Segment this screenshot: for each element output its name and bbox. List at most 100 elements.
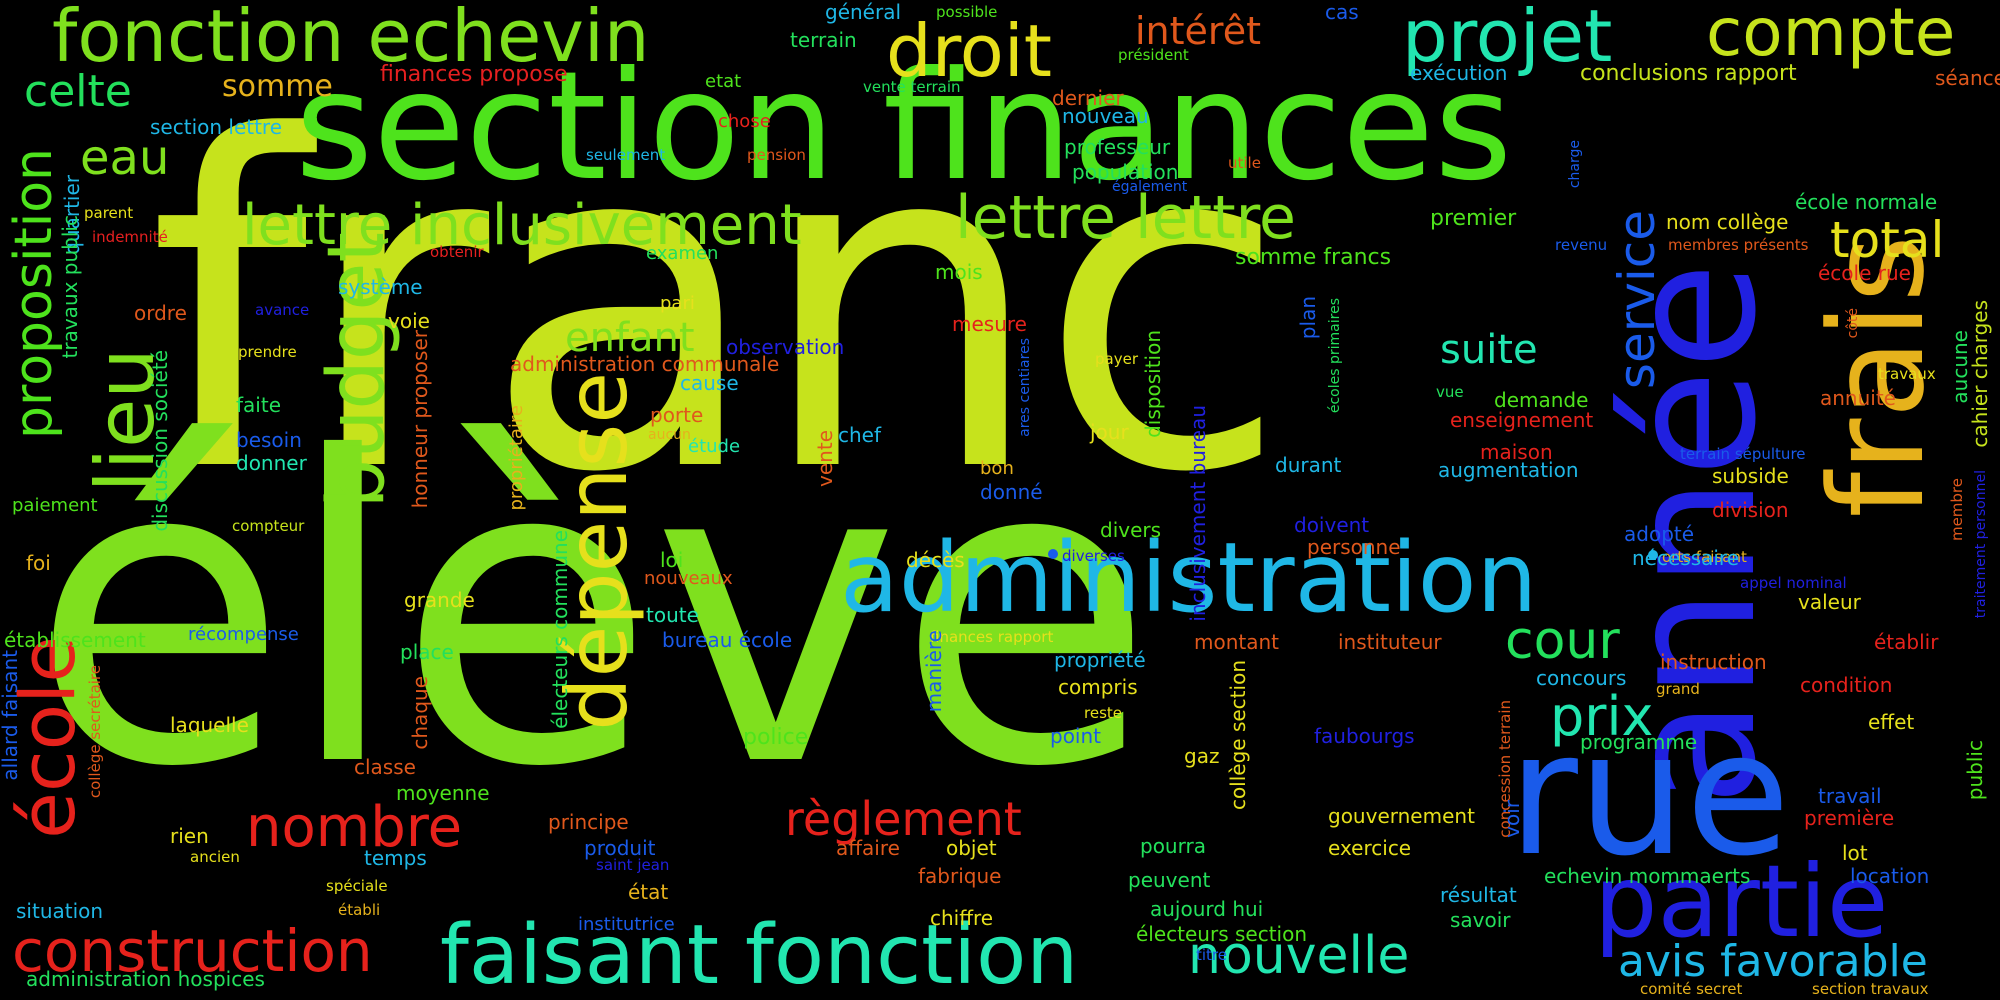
- word: administration: [840, 522, 1538, 634]
- word: institutrice: [578, 914, 675, 935]
- word: paiement: [12, 495, 98, 516]
- word: bureau école: [662, 628, 793, 652]
- word: porte: [650, 403, 704, 427]
- word: rien: [170, 824, 209, 848]
- word: voie: [388, 309, 430, 333]
- word: travail: [1818, 784, 1882, 808]
- word: pourra: [1140, 834, 1206, 858]
- word: avis favorable: [1618, 936, 1928, 987]
- word: nombre: [246, 795, 463, 860]
- word: professeur: [1064, 135, 1171, 159]
- word: étude: [688, 436, 741, 457]
- word: reste: [1084, 704, 1122, 722]
- word: côté: [1845, 308, 1861, 339]
- word: aucune: [1948, 330, 1972, 404]
- word: section finances: [295, 40, 1513, 214]
- word: aujourd hui: [1150, 897, 1264, 921]
- word: partie: [1594, 843, 1889, 960]
- word: section lettre: [150, 115, 283, 139]
- word: fabrique: [918, 864, 1002, 888]
- word: cause: [680, 371, 739, 395]
- word: franc: [148, 43, 1289, 572]
- word: fonction echevin: [52, 0, 650, 78]
- word: faubourgs: [1314, 724, 1415, 748]
- word: doivent: [1294, 513, 1370, 537]
- word: faisant fonction: [440, 908, 1079, 1000]
- word: aucun: [648, 427, 691, 443]
- word: spéciale: [326, 877, 388, 895]
- word: lettre lettre: [955, 183, 1296, 253]
- word: adopté: [1624, 522, 1695, 546]
- word: loi: [660, 548, 684, 572]
- word: seulement: [586, 146, 666, 164]
- word: bon: [980, 458, 1014, 479]
- word: compris: [1058, 675, 1138, 699]
- word: vente: [813, 430, 837, 487]
- word: echevin mommaerts: [1544, 864, 1751, 888]
- word: somme: [222, 69, 333, 104]
- word: école normale: [1795, 190, 1938, 214]
- word: orts faisant: [1662, 548, 1747, 566]
- word: cas: [1325, 0, 1359, 24]
- word: savoir: [1450, 908, 1511, 932]
- word: demande: [1494, 388, 1589, 412]
- word: place: [400, 640, 454, 664]
- word: grand: [1656, 680, 1700, 698]
- word: nouvelle: [1188, 926, 1410, 986]
- word: état: [628, 880, 669, 904]
- word: faite: [236, 393, 281, 417]
- word: appel nominal: [1740, 574, 1847, 592]
- word: gaz: [1184, 744, 1220, 768]
- dot-marker: [1648, 550, 1658, 560]
- word: pari: [660, 293, 695, 314]
- word: enseignement: [1450, 408, 1594, 432]
- word: etat: [705, 71, 742, 92]
- word: durant: [1275, 453, 1342, 477]
- word: allard faisant: [0, 650, 22, 781]
- word: lot: [1842, 841, 1868, 865]
- word: administration hospices: [26, 967, 265, 991]
- word: membres présents: [1668, 236, 1809, 254]
- word: élève: [30, 370, 1154, 859]
- word: augmentation: [1438, 458, 1579, 482]
- word: total: [1830, 211, 1945, 269]
- word: toute: [646, 603, 699, 627]
- word: suite: [1440, 327, 1538, 373]
- word: service: [1608, 210, 1666, 390]
- word: disposition: [1141, 330, 1165, 438]
- word: classe: [354, 755, 416, 779]
- word: établi: [338, 901, 381, 919]
- word: nom collège: [1666, 210, 1789, 234]
- word: moyenne: [396, 781, 490, 805]
- word: utile: [1228, 154, 1261, 172]
- word: instruction: [1660, 650, 1767, 674]
- word: parent: [84, 204, 134, 222]
- word: montant: [1194, 630, 1280, 654]
- word: chose: [718, 111, 771, 132]
- dot-marker: [1048, 549, 1058, 559]
- word: conclusions rapport: [1580, 61, 1797, 86]
- word: prix: [1550, 685, 1654, 748]
- word: collège secrétaire: [86, 665, 104, 799]
- word: police: [743, 725, 809, 750]
- word: programme: [1580, 730, 1698, 754]
- word: plan: [1296, 296, 1320, 340]
- word: charge: [1567, 140, 1583, 189]
- word: lettre inclusivement: [242, 193, 802, 258]
- word: somme francs: [1235, 245, 1392, 270]
- word: dernier: [1052, 86, 1124, 110]
- word: donner: [236, 451, 307, 475]
- word: effet: [1868, 710, 1915, 734]
- word: titre: [1196, 946, 1227, 964]
- word: ordre: [134, 301, 187, 325]
- word: annuité: [1820, 386, 1896, 410]
- word: temps: [364, 846, 427, 870]
- word: maison: [1480, 440, 1553, 464]
- word: également: [1112, 179, 1188, 195]
- word: foi: [26, 551, 51, 575]
- word: diverses: [1062, 547, 1125, 565]
- word: propriété: [1054, 648, 1146, 672]
- word: celte: [24, 66, 132, 117]
- word: possible: [936, 3, 998, 21]
